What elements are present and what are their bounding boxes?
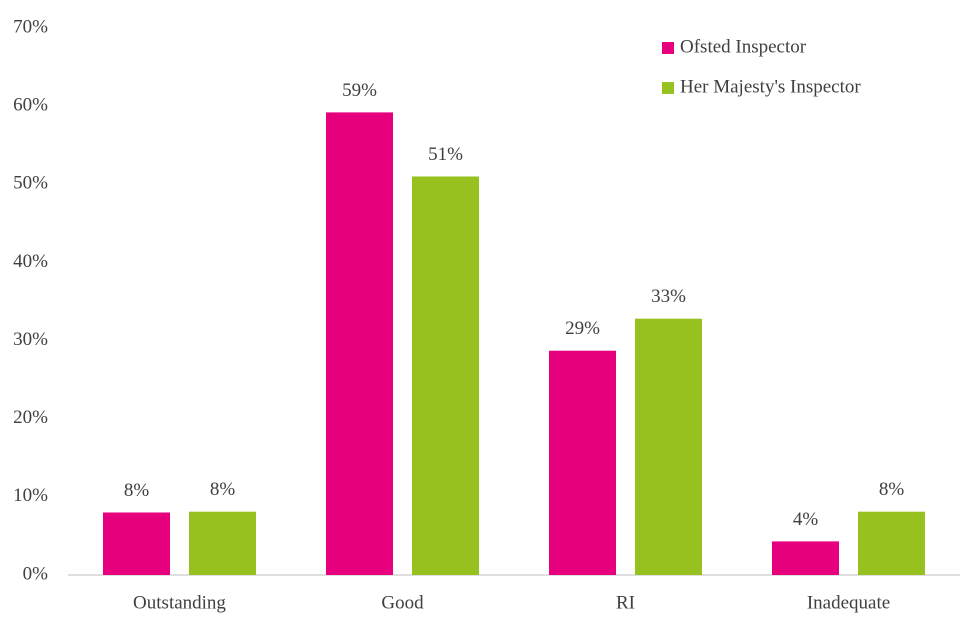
bar bbox=[189, 511, 256, 575]
bar bbox=[858, 511, 925, 575]
legend-swatch bbox=[662, 82, 674, 94]
data-label: 8% bbox=[124, 480, 150, 501]
y-tick-label: 30% bbox=[13, 329, 48, 350]
bar bbox=[103, 512, 170, 575]
data-label: 51% bbox=[428, 144, 463, 165]
y-tick-label: 40% bbox=[13, 251, 48, 272]
bar bbox=[326, 112, 393, 575]
x-tick-label: Inadequate bbox=[807, 592, 890, 613]
data-label: 8% bbox=[879, 479, 905, 500]
bar bbox=[772, 541, 839, 575]
legend-label: Her Majesty's Inspector bbox=[680, 76, 861, 97]
data-label: 8% bbox=[210, 479, 236, 500]
legend-swatch bbox=[662, 42, 674, 54]
x-tick-label: RI bbox=[616, 592, 635, 613]
y-tick-label: 70% bbox=[13, 16, 48, 37]
legend-label: Ofsted Inspector bbox=[680, 36, 807, 57]
bar bbox=[635, 318, 702, 575]
data-label: 4% bbox=[793, 509, 819, 530]
y-tick-label: 60% bbox=[13, 95, 48, 116]
y-tick-label: 50% bbox=[13, 173, 48, 194]
data-label: 33% bbox=[651, 286, 686, 307]
bar bbox=[549, 350, 616, 575]
y-tick-label: 0% bbox=[23, 563, 49, 584]
bar bbox=[412, 176, 479, 575]
y-tick-label: 20% bbox=[13, 407, 48, 428]
data-label: 59% bbox=[342, 80, 377, 101]
data-label: 29% bbox=[565, 318, 600, 339]
x-tick-label: Good bbox=[381, 592, 424, 613]
x-tick-label: Outstanding bbox=[133, 592, 226, 613]
y-tick-label: 10% bbox=[13, 485, 48, 506]
